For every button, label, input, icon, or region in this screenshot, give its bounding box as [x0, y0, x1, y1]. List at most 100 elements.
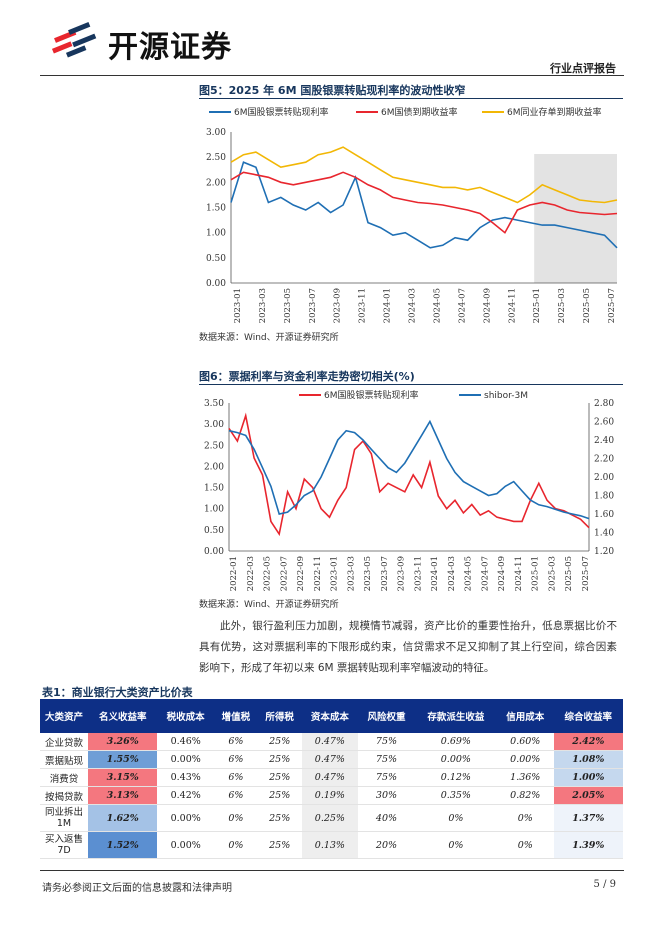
- x-tick-label: 2024-03: [447, 556, 457, 591]
- table-cell-tax_cost: 0.46%: [157, 733, 214, 751]
- x-tick-label: 2022-07: [279, 556, 289, 591]
- table-cell-asset: 买入返售7D: [40, 831, 88, 859]
- table-cell-total: 1.39%: [553, 831, 623, 859]
- table-cell-risk_weight: 30%: [358, 786, 415, 805]
- table-cell-income_tax: 25%: [257, 768, 302, 787]
- y-tick-label: 1.50: [206, 204, 226, 214]
- footer-disclaimer: 请务必参阅正文后面的信息披露和法律声明: [42, 883, 232, 894]
- table-cell-asset: 票据贴现: [40, 750, 88, 769]
- table-header-cell: 信用成本: [496, 699, 554, 733]
- y-right-tick-label: 1.60: [594, 510, 614, 520]
- series-line-2: [230, 171, 618, 234]
- table-cell-tax_cost: 0.00%: [157, 831, 214, 859]
- table-cell-capital: 0.19%: [301, 786, 359, 805]
- table-cell-capital: 0.47%: [301, 733, 359, 751]
- legend-label-1: 6M国股银票转贴现利率: [324, 389, 419, 401]
- x-tick-label: 2024-11: [514, 556, 524, 591]
- figure6-title-rule: [199, 384, 623, 385]
- table-cell-vat: 6%: [213, 750, 258, 769]
- header-divider: [40, 75, 624, 76]
- footer-divider: [40, 870, 624, 871]
- table-cell-vat: 0%: [213, 804, 258, 832]
- x-tick-label: 2025-01: [532, 288, 542, 323]
- y-right-tick-label: 2.40: [594, 436, 614, 446]
- table-header-cell: 增值税: [213, 699, 258, 733]
- figure5-title: 图5：2025 年 6M 国股银票转贴现利率的波动性收窄: [199, 84, 466, 97]
- x-tick-label: 2022-03: [246, 556, 256, 591]
- table-row: 按揭贷款 3.13% 0.42% 6% 25% 0.19% 30% 0.35% 0.82% 2.0…: [40, 786, 623, 805]
- x-tick-label: 2023-09: [397, 556, 407, 591]
- x-tick-label: 2023-11: [413, 556, 423, 591]
- legend-label-2: 6M国债到期收益率: [381, 106, 458, 118]
- x-tick-label: 2024-05: [432, 288, 442, 323]
- table-cell-risk_weight: 75%: [358, 750, 415, 769]
- table-cell-nominal: 3.26%: [88, 733, 158, 751]
- brand-name: 开源证券: [108, 30, 232, 65]
- table-cell-asset: 按揭贷款: [40, 786, 88, 805]
- table-header-cell: 所得税: [257, 699, 302, 733]
- x-tick-label: 2022-11: [313, 556, 323, 591]
- table-cell-total: 2.05%: [553, 786, 623, 805]
- x-tick-label: 2025-05: [564, 556, 574, 591]
- x-tick-label: 2023-01: [330, 556, 340, 591]
- brand-logo-icon: [51, 22, 97, 58]
- y-left-tick-label: 0.50: [204, 526, 224, 536]
- x-tick-label: 2024-07: [480, 556, 490, 591]
- asset-comparison-table: 大类资产 名义收益率 税收成本 增值税 所得税 资本成本 风险权重 存款派生收益 信用成本 综合收…: [40, 699, 623, 859]
- y-right-tick-label: 2.20: [594, 455, 614, 465]
- figure6-legend: 6M国股银票转贴现利率 shibor-3M: [299, 389, 528, 401]
- table-cell-vat: 0%: [213, 831, 258, 859]
- y-tick-label: 3.00: [206, 128, 226, 138]
- table-cell-income_tax: 25%: [257, 750, 302, 769]
- series-line-1: [228, 412, 590, 537]
- table-cell-asset: 企业贷款: [40, 733, 88, 751]
- table-cell-tax_cost: 0.43%: [157, 768, 214, 787]
- figure6-chart: 6M国股银票转贴现利率 shibor-3M 3.50 3.00 2.50 2.00 1.5…: [204, 389, 614, 591]
- y-tick-label: 2.00: [206, 178, 226, 188]
- figure5-plot-area: 3.00 2.50 2.00 1.50 1.00 0.50 0.00 2023-01 2023-…: [206, 128, 618, 323]
- table-cell-deposit: 0%: [414, 804, 497, 832]
- table-cell-vat: 6%: [213, 768, 258, 787]
- y-right-tick-label: 2.60: [594, 418, 614, 428]
- table-cell-deposit: 0%: [414, 831, 497, 859]
- x-tick-label: 2023-11: [358, 288, 368, 323]
- table-cell-total: 1.00%: [553, 768, 623, 787]
- y-left-tick-label: 1.50: [204, 484, 224, 494]
- y-left-tick-label: 2.50: [204, 441, 224, 451]
- y-left-tick-label: 1.00: [204, 505, 224, 515]
- x-tick-label: 2024-01: [383, 288, 393, 323]
- table-cell-nominal: 1.55%: [88, 750, 158, 769]
- x-tick-label: 2025-07: [581, 556, 591, 591]
- table-cell-nominal: 3.13%: [88, 786, 158, 805]
- table-cell-total: 2.42%: [553, 733, 623, 751]
- table-header-cell: 资本成本: [301, 699, 359, 733]
- table-cell-risk_weight: 75%: [358, 733, 415, 751]
- table-cell-income_tax: 25%: [257, 804, 302, 832]
- y-right-tick-label: 1.40: [594, 529, 614, 539]
- y-tick-label: 0.00: [206, 279, 226, 289]
- y-left-tick-label: 3.00: [204, 420, 224, 430]
- x-tick-label: 2023-01: [233, 288, 243, 323]
- y-right-tick-label: 1.80: [594, 492, 614, 502]
- table-header-cell: 风险权重: [358, 699, 415, 733]
- x-tick-label: 2022-09: [296, 556, 306, 591]
- table-row: 同业拆出1M 1.62% 0.00% 0% 25% 0.25% 40% 0% 0% 1.37%: [40, 804, 623, 832]
- figure5-title-rule: [199, 98, 623, 99]
- table-cell-income_tax: 25%: [257, 733, 302, 751]
- x-tick-label: 2023-03: [258, 288, 268, 323]
- x-tick-label: 2024-03: [408, 288, 418, 323]
- figure6-source: 数据来源：Wind、开源证券研究所: [199, 600, 339, 610]
- x-tick-label: 2024-11: [507, 288, 517, 323]
- table-cell-credit: 0%: [496, 831, 554, 859]
- table-row: 企业贷款 3.26% 0.46% 6% 25% 0.47% 75% 0.69% 0.60% 2.4…: [40, 733, 623, 751]
- table-cell-asset: 消费贷: [40, 768, 88, 787]
- table-header-cell: 存款派生收益: [414, 699, 497, 733]
- table-header-cell: 税收成本: [157, 699, 214, 733]
- y-tick-label: 0.50: [206, 254, 226, 264]
- x-tick-label: 2024-07: [457, 288, 467, 323]
- report-type: 行业点评报告: [550, 62, 616, 75]
- table-header-cell: 大类资产: [40, 699, 88, 733]
- y-right-tick-label: 2.80: [594, 399, 614, 409]
- figure5-source: 数据来源：Wind、开源证券研究所: [199, 333, 339, 343]
- table-cell-credit: 0.82%: [496, 786, 554, 805]
